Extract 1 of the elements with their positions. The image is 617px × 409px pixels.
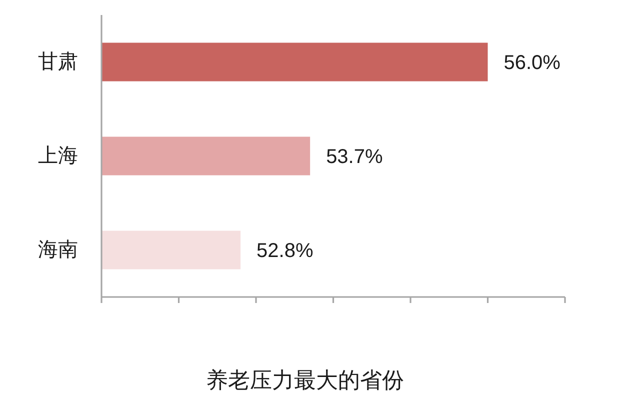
title: 养老压力最大的省份 xyxy=(206,368,404,392)
